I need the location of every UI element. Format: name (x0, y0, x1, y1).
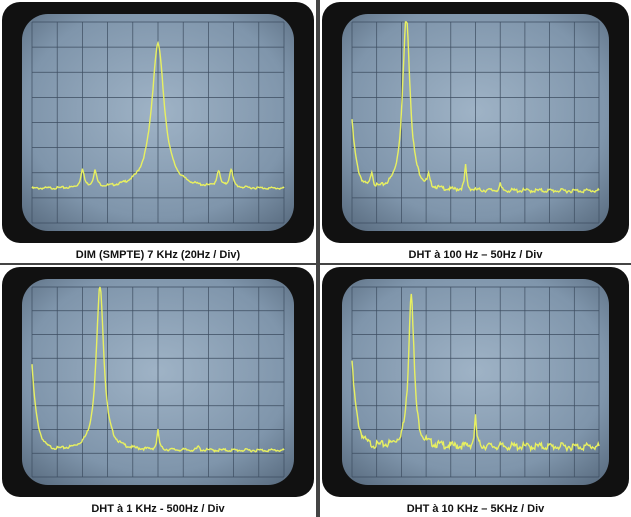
scope-panel: DHT à 10 KHz – 5KHz / Div (320, 267, 631, 517)
trace (31, 286, 285, 453)
scope-panel: DIM (SMPTE) 7 KHz (20Hz / Div) (0, 2, 316, 263)
caption: DHT à 1 KHz - 500Hz / Div (91, 503, 225, 515)
caption-band (320, 247, 631, 263)
divider (316, 0, 320, 517)
caption: DHT à 100 Hz – 50Hz / Div (409, 249, 544, 261)
caption-band (0, 501, 316, 517)
scope-panel: DHT à 100 Hz – 50Hz / Div (320, 2, 631, 263)
trace (351, 293, 600, 453)
divider (0, 262, 631, 265)
scope-panel: DHT à 1 KHz - 500Hz / Div (0, 267, 316, 517)
caption-band (320, 501, 631, 517)
caption-band (0, 247, 316, 263)
trace (31, 40, 285, 191)
caption: DIM (SMPTE) 7 KHz (20Hz / Div) (76, 249, 241, 261)
trace (351, 21, 600, 194)
caption: DHT à 10 KHz – 5KHz / Div (407, 503, 545, 515)
